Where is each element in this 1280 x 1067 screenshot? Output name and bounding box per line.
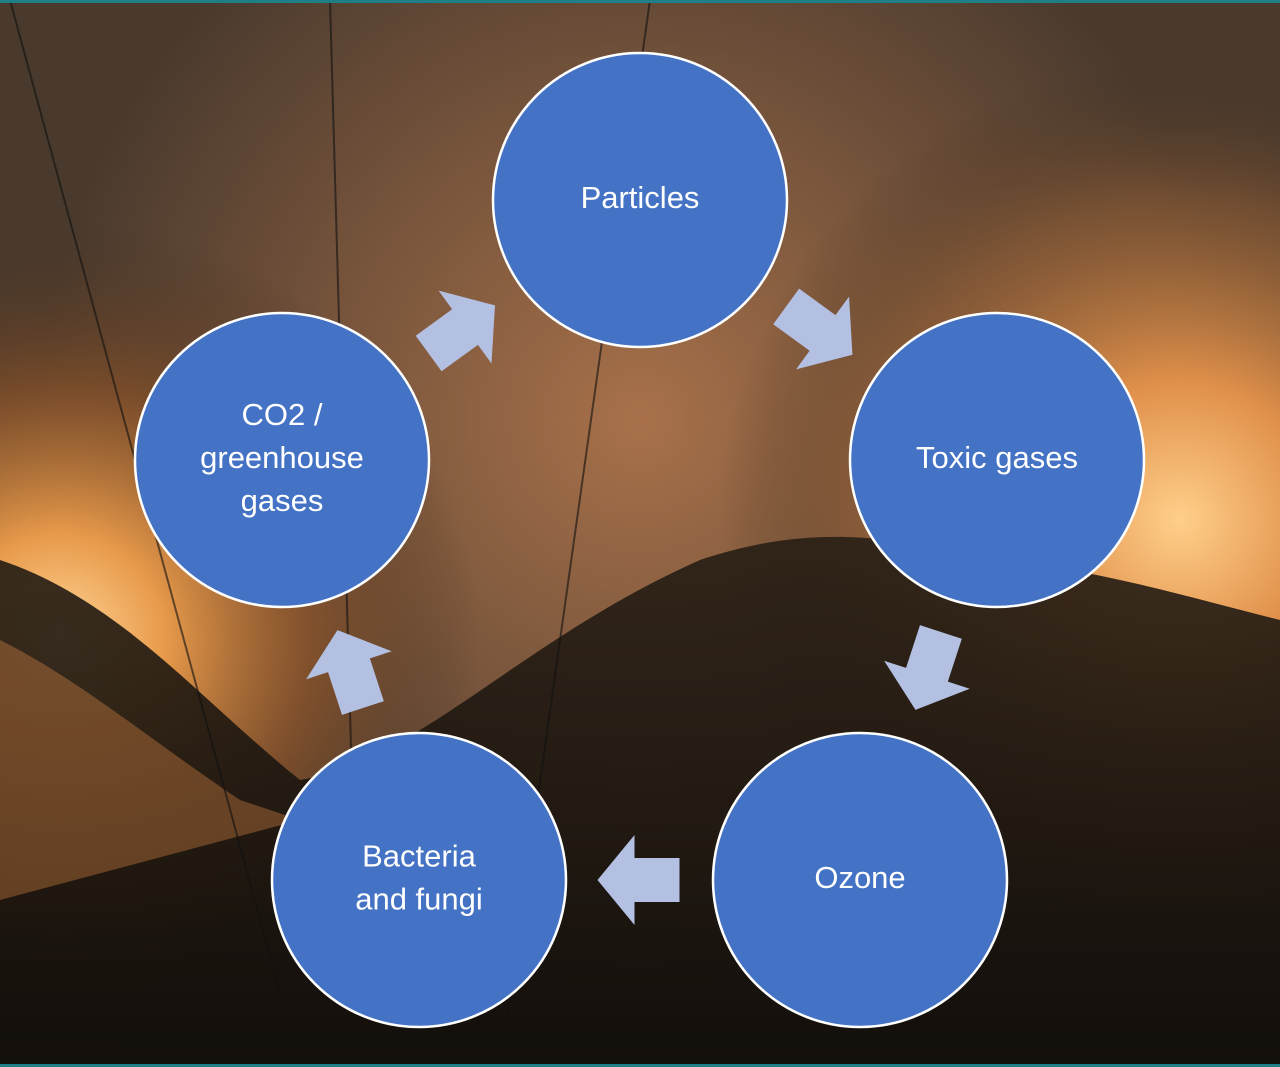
node-circle: [711, 731, 1009, 1029]
node-label: gases: [241, 483, 324, 518]
node-label: Toxic gases: [916, 440, 1078, 475]
cycle-arrow: [773, 288, 853, 370]
node-circle: [491, 51, 789, 349]
node-circle: [270, 731, 568, 1029]
top-border: [0, 0, 1280, 3]
node-circle: [133, 311, 431, 609]
nodes: Particles Toxic gases Ozone Bacteria and fun…: [133, 51, 1146, 1029]
node-label: Particles: [581, 180, 700, 215]
node-label: greenhouse: [200, 440, 364, 475]
cycle-arrow: [415, 290, 495, 372]
cycle-arrow: [306, 630, 392, 715]
node-label: Bacteria: [362, 839, 476, 874]
cycle-arrow: [884, 625, 970, 710]
node-label: CO2 /: [242, 397, 323, 432]
arrows: [306, 288, 970, 925]
cycle-arrow: [597, 835, 680, 925]
bottom-border: [0, 1064, 1280, 1067]
node-label: and fungi: [355, 882, 483, 917]
node-label: Ozone: [814, 860, 905, 895]
node-circle: [848, 311, 1146, 609]
